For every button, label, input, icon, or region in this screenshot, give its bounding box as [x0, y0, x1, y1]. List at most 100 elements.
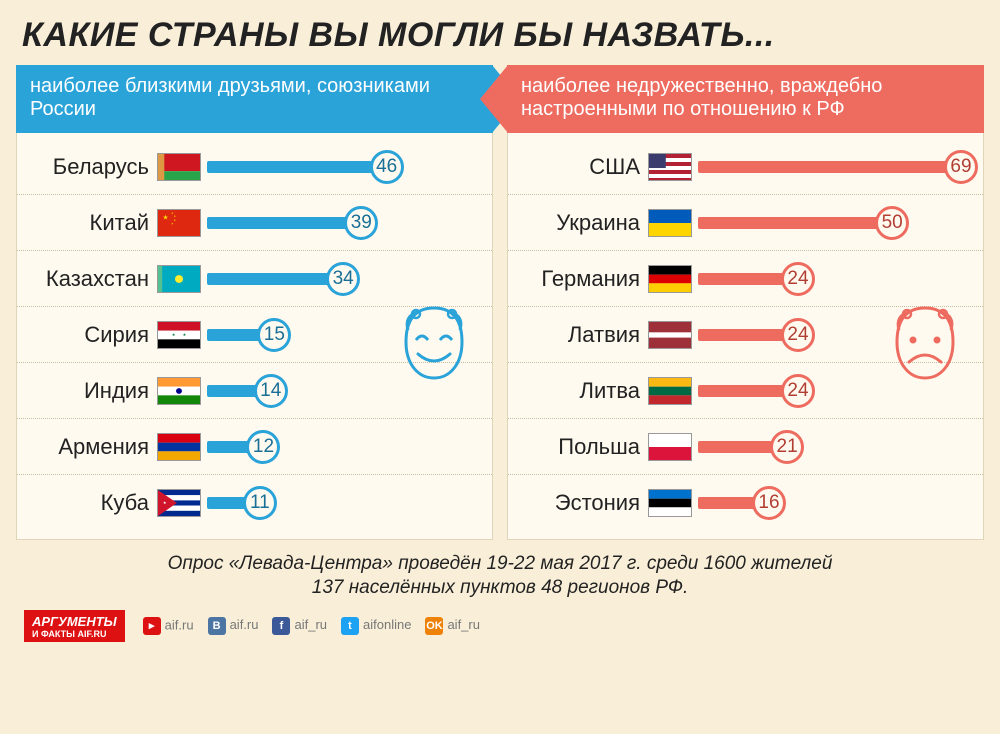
footnote-line2: 137 населённых пунктов 48 регионов РФ.: [312, 577, 688, 598]
value-badge: 24: [781, 262, 815, 296]
svg-text:★: ★: [183, 332, 187, 337]
aif-logo-bottom: И ФАКТЫ AIF.RU: [32, 629, 117, 638]
table-row: Куба ★ 11: [17, 475, 492, 531]
bar: [698, 329, 785, 341]
flag-icon: [157, 265, 201, 293]
value-badge: 39: [344, 206, 378, 240]
flag-icon: [648, 377, 692, 405]
footnote: Опрос «Левада-Центра» проведён 19-22 мая…: [16, 552, 984, 600]
table-row: Эстония 16: [508, 475, 983, 531]
country-label: США: [518, 154, 648, 180]
bar: [207, 329, 261, 341]
country-label: Литва: [518, 378, 648, 404]
bar: [698, 217, 879, 229]
country-label: Китай: [27, 210, 157, 236]
table-row: Польша 21: [508, 419, 983, 475]
bar: [207, 385, 258, 397]
footer: АРГУМЕНТЫ И ФАКТЫ AIF.RU ▸aif.ruBaif.ruf…: [16, 610, 984, 642]
flag-icon: [648, 209, 692, 237]
flag-icon: [157, 153, 201, 181]
social-link[interactable]: f aif_ru: [272, 617, 327, 635]
bar-zone: 21: [698, 419, 971, 474]
social-icon: B: [208, 617, 226, 635]
country-label: Индия: [27, 378, 157, 404]
table-row: Германия 24: [508, 251, 983, 307]
flag-icon: [648, 153, 692, 181]
bar: [207, 217, 348, 229]
bar: [207, 273, 330, 285]
bar-zone: 11: [207, 475, 480, 531]
flag-icon: ★★: [157, 321, 201, 349]
social-label: aifonline: [363, 617, 411, 632]
value-badge: 16: [752, 486, 786, 520]
value-badge: 34: [326, 262, 360, 296]
social-icon: ▸: [143, 617, 161, 635]
country-label: Сирия: [27, 322, 157, 348]
bar: [207, 441, 250, 453]
happy-face-icon: [394, 302, 474, 392]
social-label: aif.ru: [165, 617, 194, 632]
flag-icon: [157, 377, 201, 405]
flag-icon: [648, 433, 692, 461]
value-badge: 24: [781, 318, 815, 352]
social-icon: OK: [425, 617, 443, 635]
svg-text:★: ★: [163, 213, 169, 221]
country-label: Армения: [27, 434, 157, 460]
country-label: Украина: [518, 210, 648, 236]
social-label: aif_ru: [447, 617, 480, 632]
bar: [207, 497, 247, 509]
social-icon: f: [272, 617, 290, 635]
bar: [207, 161, 374, 173]
bar: [698, 385, 785, 397]
social-link[interactable]: t aifonline: [341, 617, 411, 635]
country-label: Латвия: [518, 322, 648, 348]
bar-zone: 69: [698, 139, 971, 194]
bar-zone: 16: [698, 475, 971, 531]
bar-zone: 46: [207, 139, 480, 194]
bar-zone: 12: [207, 419, 480, 474]
svg-text:★: ★: [163, 500, 167, 505]
table-row: Казахстан 34: [17, 251, 492, 307]
table-row: Армения 12: [17, 419, 492, 475]
footnote-line1: Опрос «Левада-Центра» проведён 19-22 мая…: [168, 553, 833, 574]
bar-zone: 50: [698, 195, 971, 250]
bar: [698, 497, 756, 509]
bar: [698, 161, 948, 173]
aif-logo: АРГУМЕНТЫ И ФАКТЫ AIF.RU: [24, 610, 125, 642]
social-link[interactable]: ▸ aif.ru: [143, 617, 194, 635]
table-row: Китай ★★★★★ 39: [17, 195, 492, 251]
value-badge: 69: [944, 150, 978, 184]
flag-icon: [157, 433, 201, 461]
social-links: ▸aif.ruBaif.rufaif_rutaifonlineOKaif_ru: [143, 617, 480, 635]
social-label: aif_ru: [294, 617, 327, 632]
value-badge: 24: [781, 374, 815, 408]
table-row: Беларусь 46: [17, 139, 492, 195]
social-link[interactable]: OK aif_ru: [425, 617, 480, 635]
banner-enemies-text: наиболее недружественно, враждебно настр…: [521, 75, 882, 120]
flag-icon: [648, 265, 692, 293]
country-label: Германия: [518, 266, 648, 292]
country-label: Эстония: [518, 490, 648, 516]
value-badge: 15: [257, 318, 291, 352]
value-badge: 12: [246, 430, 280, 464]
panel-friends: наиболее близкими друзьями, союзниками Р…: [16, 65, 493, 540]
flag-icon: ★: [157, 489, 201, 517]
social-icon: t: [341, 617, 359, 635]
social-label: aif.ru: [230, 617, 259, 632]
banner-friends: наиболее близкими друзьями, союзниками Р…: [16, 65, 493, 133]
bar-zone: 39: [207, 195, 480, 250]
columns: наиболее близкими друзьями, союзниками Р…: [16, 65, 984, 540]
table-row: США 69: [508, 139, 983, 195]
country-label: Беларусь: [27, 154, 157, 180]
country-label: Польша: [518, 434, 648, 460]
value-badge: 14: [254, 374, 288, 408]
banner-friends-text: наиболее близкими друзьями, союзниками Р…: [30, 75, 430, 120]
flag-icon: [648, 321, 692, 349]
value-badge: 11: [243, 486, 277, 520]
social-link[interactable]: Baif.ru: [208, 617, 259, 635]
panel-enemies: наиболее недружественно, враждебно настр…: [507, 65, 984, 540]
flag-icon: [648, 489, 692, 517]
svg-text:★: ★: [172, 332, 176, 337]
page-title: КАКИЕ СТРАНЫ ВЫ МОГЛИ БЫ НАЗВАТЬ...: [22, 16, 984, 55]
sad-face-icon: [885, 302, 965, 392]
